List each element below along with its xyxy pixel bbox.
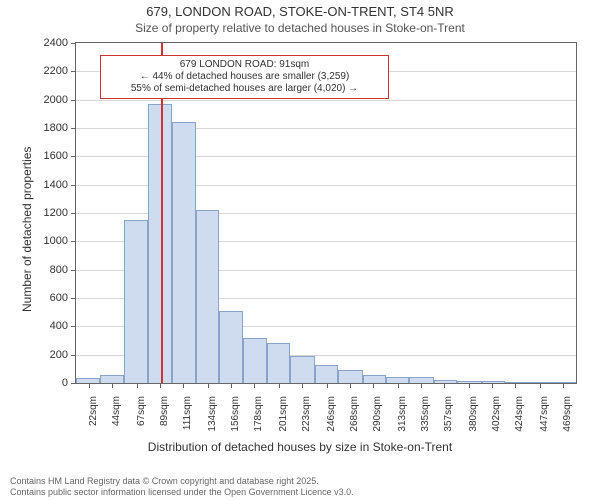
x-tick-label: 424sqm [515,396,525,446]
x-tick [302,383,303,388]
footer: Contains HM Land Registry data © Crown c… [10,476,354,498]
x-tick [137,383,138,388]
callout-line-3: 55% of semi-detached houses are larger (… [107,83,382,95]
x-tick-label: 290sqm [373,396,383,446]
x-tick-label: 357sqm [444,396,454,446]
histogram-bar [148,104,171,383]
x-tick [183,383,184,388]
histogram-bar [505,382,528,383]
x-tick-label: 223sqm [302,396,312,446]
x-tick-label: 335sqm [421,396,431,446]
x-tick [515,383,516,388]
y-tick [71,383,76,384]
x-tick [421,383,422,388]
y-tick [71,71,76,72]
y-tick-label: 200 [24,350,68,361]
y-tick-label: 400 [24,321,68,332]
y-tick [71,270,76,271]
histogram-bar [315,365,338,383]
callout-line-1: 679 LONDON ROAD: 91sqm [107,59,382,71]
x-tick-label: 111sqm [183,396,193,446]
y-tick-label: 1800 [24,123,68,134]
histogram-bar [100,375,123,384]
x-tick-label: 447sqm [540,396,550,446]
histogram-bar [482,381,505,383]
y-axis-label: Number of detached properties [20,147,34,312]
y-tick [71,298,76,299]
y-tick [71,156,76,157]
x-tick-label: 67sqm [137,396,147,446]
y-tick [71,100,76,101]
x-tick-label: 89sqm [160,396,170,446]
x-tick [231,383,232,388]
x-tick-label: 268sqm [350,396,360,446]
histogram-bar [243,338,267,383]
x-tick-label: 246sqm [327,396,337,446]
x-tick-label: 313sqm [398,396,408,446]
x-tick [89,383,90,388]
x-tick-label: 22sqm [89,396,99,446]
x-tick-label: 178sqm [254,396,264,446]
histogram-bar [434,380,457,383]
x-tick [540,383,541,388]
histogram-bar [363,375,386,384]
histogram-bar [267,343,290,383]
y-tick-label: 2000 [24,95,68,106]
x-tick [444,383,445,388]
y-tick [71,355,76,356]
callout-line-2: ← 44% of detached houses are smaller (3,… [107,71,382,83]
x-tick [279,383,280,388]
histogram-bar [196,210,219,383]
chart-title-sub: Size of property relative to detached ho… [0,21,600,35]
x-tick [563,383,564,388]
x-tick [208,383,209,388]
y-tick-label: 0 [24,378,68,389]
callout-box: 679 LONDON ROAD: 91sqm ← 44% of detached… [100,55,389,99]
y-tick-label: 2400 [24,38,68,49]
y-tick [71,326,76,327]
footer-line-2: Contains public sector information licen… [10,487,354,498]
x-tick-label: 134sqm [208,396,218,446]
x-tick-label: 44sqm [112,396,122,446]
x-tick-label: 402sqm [492,396,502,446]
y-tick [71,43,76,44]
x-tick [254,383,255,388]
x-tick-label: 201sqm [279,396,289,446]
x-tick [160,383,161,388]
chart-title-block: 679, LONDON ROAD, STOKE-ON-TRENT, ST4 5N… [0,4,600,35]
histogram-bar [219,311,242,383]
x-tick [112,383,113,388]
x-tick [327,383,328,388]
x-axis-label: Distribution of detached houses by size … [0,440,600,454]
y-tick [71,128,76,129]
x-tick [373,383,374,388]
x-tick [350,383,351,388]
x-tick-label: 380sqm [469,396,479,446]
y-tick [71,213,76,214]
x-tick-label: 156sqm [231,396,241,446]
x-tick [398,383,399,388]
footer-line-1: Contains HM Land Registry data © Crown c… [10,476,354,487]
y-grid-line [76,100,576,101]
x-tick [469,383,470,388]
histogram-bar [290,356,314,383]
y-tick [71,185,76,186]
y-tick-label: 2200 [24,66,68,77]
chart-title-main: 679, LONDON ROAD, STOKE-ON-TRENT, ST4 5N… [0,4,600,19]
x-tick-label: 469sqm [563,396,573,446]
x-tick [492,383,493,388]
histogram-bar [124,220,148,383]
histogram-bar [553,382,576,383]
histogram-bar [338,370,362,383]
y-tick [71,241,76,242]
histogram-bar [172,122,196,383]
